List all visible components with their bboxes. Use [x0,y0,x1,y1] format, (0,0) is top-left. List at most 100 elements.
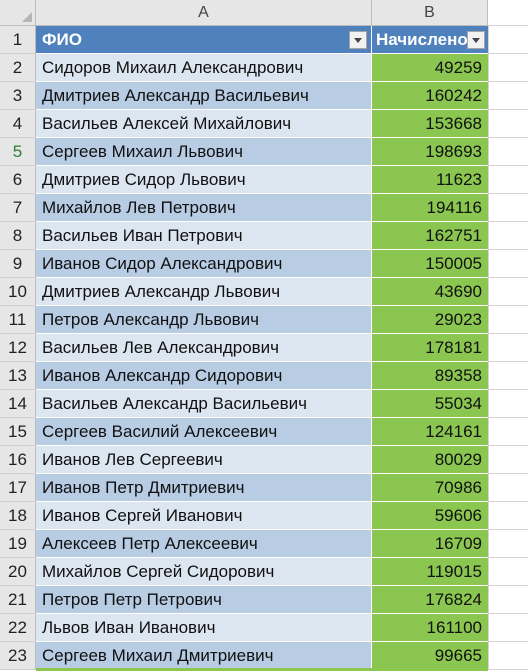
cell-accrued[interactable]: 119015 [372,558,488,586]
cell-fio[interactable]: Васильев Иван Петрович [36,222,372,250]
cell-accrued[interactable]: 161100 [372,614,488,642]
empty-cell[interactable] [488,82,528,110]
empty-cell[interactable] [488,110,528,138]
cell-fio[interactable]: Петров Александр Львович [36,306,372,334]
cell-fio[interactable]: Иванов Сидор Александрович [36,250,372,278]
cell-accrued[interactable]: 99665 [372,642,488,670]
cell-fio[interactable]: Сергеев Михаил Львович [36,138,372,166]
row-number[interactable]: 1 [0,26,36,54]
cell-accrued[interactable]: 43690 [372,278,488,306]
cell-accrued[interactable]: 162751 [372,222,488,250]
row-number[interactable]: 20 [0,558,36,586]
cell-fio[interactable]: Михайлов Лев Петрович [36,194,372,222]
row-number[interactable]: 5 [0,138,36,166]
row-number[interactable]: 21 [0,586,36,614]
cell-fio[interactable]: Дмитриев Александр Львович [36,278,372,306]
empty-cell[interactable] [488,306,528,334]
cell-accrued[interactable]: 160242 [372,82,488,110]
empty-cell[interactable] [488,390,528,418]
cell-fio[interactable]: Сергеев Михаил Дмитриевич [36,642,372,670]
cell-fio[interactable]: Васильев Александр Васильевич [36,390,372,418]
empty-cell[interactable] [488,54,528,82]
empty-cell[interactable] [488,26,528,54]
select-all-button[interactable] [0,0,36,26]
cell-accrued[interactable]: 16709 [372,530,488,558]
cell-accrued[interactable]: 29023 [372,306,488,334]
empty-cell[interactable] [488,502,528,530]
empty-cell[interactable] [488,586,528,614]
row-number[interactable]: 4 [0,110,36,138]
cell-fio[interactable]: Иванов Лев Сергеевич [36,446,372,474]
cell-accrued[interactable]: 150005 [372,250,488,278]
cell-fio[interactable]: Михайлов Сергей Сидорович [36,558,372,586]
header-cell-fio[interactable]: ФИО [36,26,372,54]
cell-accrued[interactable]: 11623 [372,166,488,194]
cell-fio[interactable]: Дмитриев Александр Васильевич [36,82,372,110]
row-number[interactable]: 11 [0,306,36,334]
table-row: 16 Иванов Лев Сергеевич 80029 [0,446,528,474]
row-number[interactable]: 10 [0,278,36,306]
row-number[interactable]: 2 [0,54,36,82]
empty-cell[interactable] [488,138,528,166]
empty-cell[interactable] [488,614,528,642]
cell-accrued[interactable]: 124161 [372,418,488,446]
cell-fio[interactable]: Сидоров Михаил Александрович [36,54,372,82]
row-number[interactable]: 3 [0,82,36,110]
cell-fio[interactable]: Иванов Петр Дмитриевич [36,474,372,502]
row-number[interactable]: 15 [0,418,36,446]
cell-fio[interactable]: Сергеев Василий Алексеевич [36,418,372,446]
dropdown-filter-icon[interactable] [349,31,367,49]
empty-cell[interactable] [488,194,528,222]
row-number[interactable]: 9 [0,250,36,278]
row-number[interactable]: 8 [0,222,36,250]
cell-accrued[interactable]: 89358 [372,362,488,390]
empty-cell[interactable] [488,474,528,502]
column-header-b[interactable]: B [372,0,488,26]
row-number[interactable]: 16 [0,446,36,474]
cell-accrued[interactable]: 178181 [372,334,488,362]
cell-accrued[interactable]: 59606 [372,502,488,530]
cell-accrued[interactable]: 70986 [372,474,488,502]
empty-cell[interactable] [488,558,528,586]
cell-fio[interactable]: Васильев Лев Александрович [36,334,372,362]
cell-accrued[interactable]: 153668 [372,110,488,138]
table-row: 20 Михайлов Сергей Сидорович 119015 [0,558,528,586]
cell-fio[interactable]: Иванов Сергей Иванович [36,502,372,530]
cell-accrued[interactable]: 176824 [372,586,488,614]
cell-fio[interactable]: Петров Петр Петрович [36,586,372,614]
empty-cell[interactable] [488,418,528,446]
cell-fio[interactable]: Алексеев Петр Алексеевич [36,530,372,558]
cell-accrued[interactable]: 198693 [372,138,488,166]
empty-cell[interactable] [488,362,528,390]
empty-cell[interactable] [488,642,528,670]
empty-cell[interactable] [488,250,528,278]
empty-cell[interactable] [488,278,528,306]
empty-cell[interactable] [488,166,528,194]
row-number[interactable]: 12 [0,334,36,362]
row-number[interactable]: 23 [0,642,36,670]
cell-accrued[interactable]: 194116 [372,194,488,222]
table-row: 11 Петров Александр Львович 29023 [0,306,528,334]
row-number[interactable]: 17 [0,474,36,502]
cell-fio[interactable]: Дмитриев Сидор Львович [36,166,372,194]
header-label-fio: ФИО [42,29,82,49]
row-number[interactable]: 14 [0,390,36,418]
empty-cell[interactable] [488,334,528,362]
cell-fio[interactable]: Васильев Алексей Михайлович [36,110,372,138]
cell-fio[interactable]: Иванов Александр Сидорович [36,362,372,390]
dropdown-filter-icon[interactable] [467,31,485,49]
empty-cell[interactable] [488,530,528,558]
empty-cell[interactable] [488,222,528,250]
row-number[interactable]: 6 [0,166,36,194]
cell-accrued[interactable]: 55034 [372,390,488,418]
row-number[interactable]: 13 [0,362,36,390]
cell-fio[interactable]: Львов Иван Иванович [36,614,372,642]
cell-accrued[interactable]: 80029 [372,446,488,474]
cell-accrued[interactable]: 49259 [372,54,488,82]
row-number[interactable]: 22 [0,614,36,642]
column-header-a[interactable]: A [36,0,372,26]
empty-cell[interactable] [488,446,528,474]
row-number[interactable]: 7 [0,194,36,222]
row-number[interactable]: 19 [0,530,36,558]
row-number[interactable]: 18 [0,502,36,530]
